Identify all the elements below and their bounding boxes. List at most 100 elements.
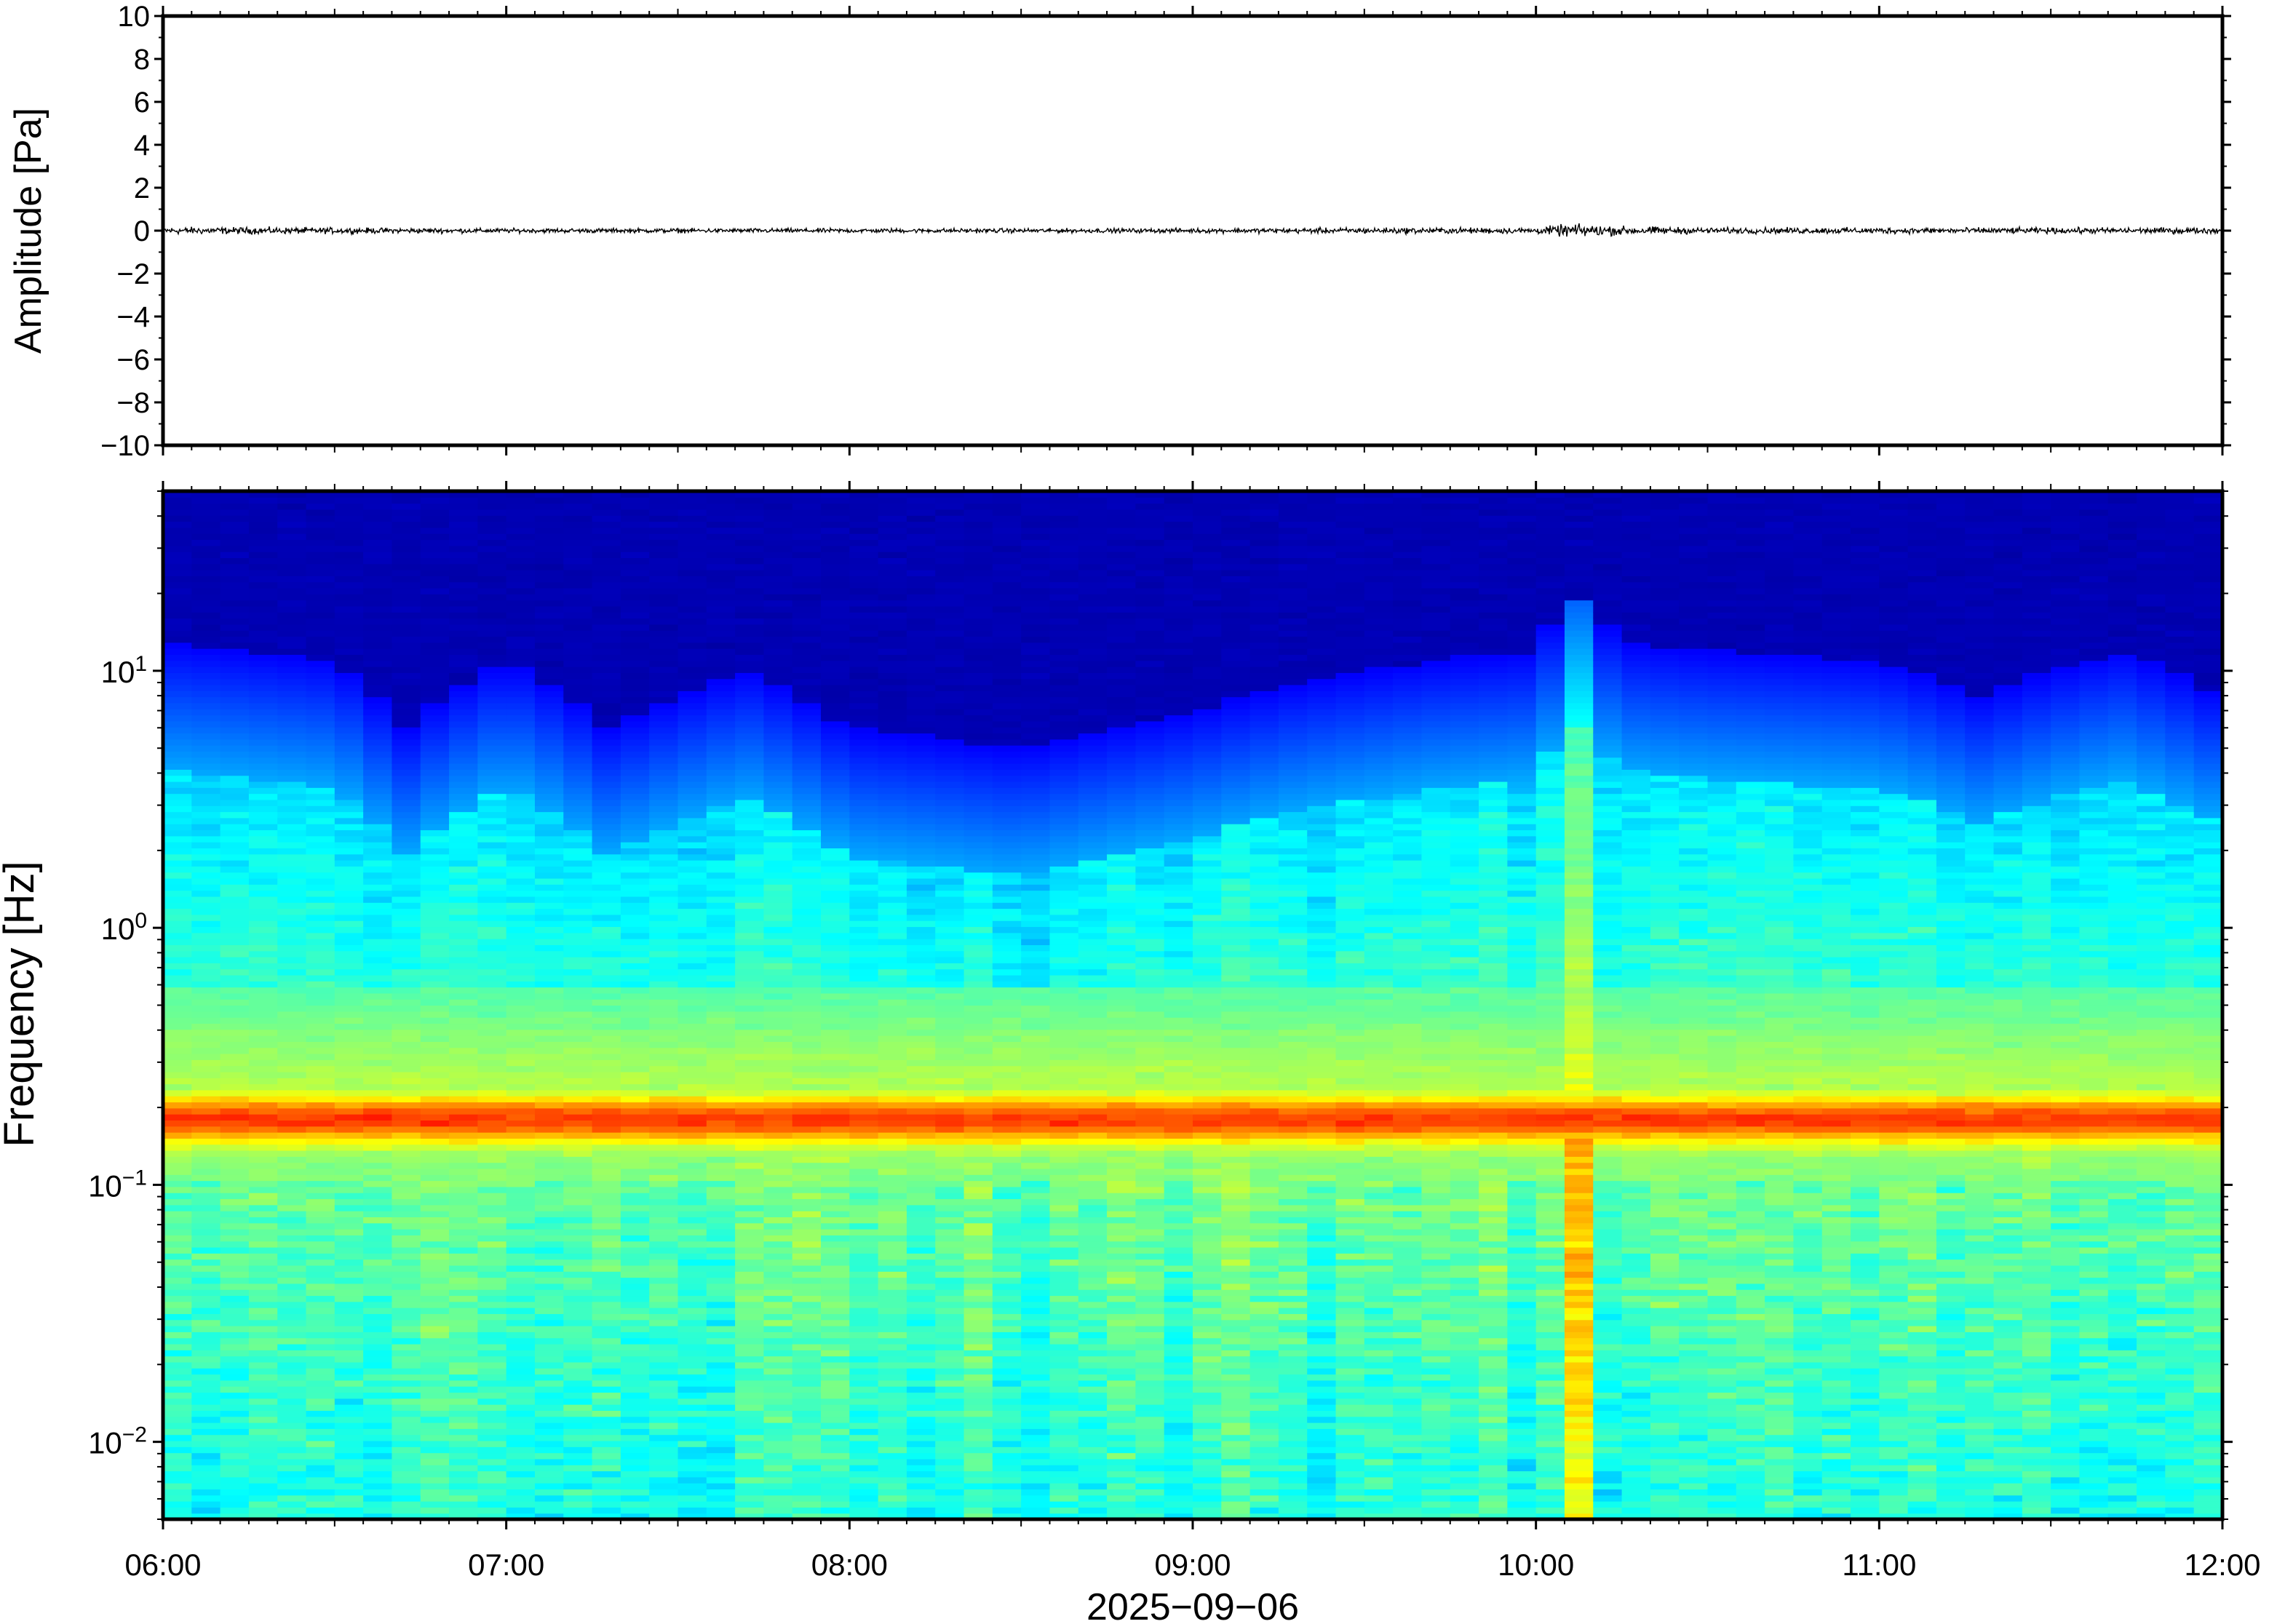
spectrogram-cell	[906, 981, 936, 988]
spectrogram-cell	[477, 1483, 507, 1490]
spectrogram-cell	[563, 720, 593, 728]
spectrogram-cell	[220, 727, 250, 734]
spectrogram-cell	[363, 1047, 393, 1054]
spectrogram-cell	[277, 763, 307, 770]
spectrogram-cell	[277, 1307, 307, 1314]
spectrogram-cell	[792, 491, 822, 498]
spectrogram-cell	[477, 1507, 507, 1514]
spectrogram-cell	[592, 1434, 621, 1441]
spectrogram-cell	[592, 1271, 621, 1278]
spectrogram-cell	[677, 733, 707, 740]
spectrogram-cell	[191, 1283, 221, 1290]
spectrogram-cell	[220, 1107, 250, 1115]
spectrogram-cell	[849, 563, 879, 570]
spectrogram-cell	[506, 908, 536, 915]
spectrogram-cell	[449, 642, 478, 649]
spectrogram-cell	[392, 1246, 421, 1254]
spectrogram-cell	[306, 1283, 335, 1290]
spectrogram-cell	[306, 636, 335, 643]
spectrogram-cell	[191, 787, 221, 795]
spectrogram-cell	[306, 1246, 335, 1254]
spectrogram-cell	[763, 527, 793, 534]
spectrogram-cell	[163, 557, 192, 565]
spectrogram-cell	[248, 1470, 278, 1478]
spectrogram-cell	[649, 987, 679, 994]
spectrogram-cell	[706, 745, 736, 752]
spectrogram-cell	[906, 1343, 936, 1350]
spectrogram-cell	[392, 939, 421, 945]
spectrogram-cell	[191, 1350, 221, 1357]
spectrogram-cell	[392, 1350, 421, 1357]
spectrogram-cell	[735, 594, 765, 601]
spectrogram-cell	[220, 799, 250, 806]
spectrogram-cell	[592, 914, 621, 921]
spectrogram-cell	[935, 605, 965, 613]
spectrogram-cell	[620, 666, 650, 673]
spectrogram-cell	[706, 1204, 736, 1211]
spectrogram-cell	[563, 1162, 593, 1169]
spectrogram-cell	[534, 1120, 564, 1127]
spectrogram-cell	[792, 1023, 822, 1030]
spectrogram-cell	[534, 896, 564, 903]
spectrogram-cell	[420, 1404, 450, 1411]
spectrogram-cell	[821, 515, 850, 522]
spectrogram-cell	[248, 1422, 278, 1429]
spectrogram-cell	[821, 1186, 850, 1193]
spectrogram-cell	[392, 503, 421, 510]
spectrogram-cell	[792, 1222, 822, 1230]
spectrogram-cell	[506, 552, 536, 559]
spectrogram-cell	[506, 1217, 536, 1224]
spectrogram-cell	[534, 745, 564, 752]
spectrogram-cell	[821, 751, 850, 758]
spectrogram-cell	[277, 1246, 307, 1254]
spectrogram-cell	[763, 642, 793, 649]
spectrogram-cell	[248, 866, 278, 873]
spectrogram-cell	[906, 660, 936, 667]
spectrogram-cell	[620, 914, 650, 921]
spectrogram-cell	[392, 552, 421, 559]
spectrogram-cell	[363, 1065, 393, 1072]
spectrogram-cell	[220, 1489, 250, 1496]
spectrogram-cell	[163, 950, 192, 958]
spectrogram-cell	[563, 1301, 593, 1308]
spectrogram-cell	[534, 1102, 564, 1109]
spectrogram-cell	[477, 1422, 507, 1429]
spectrogram-cell	[792, 811, 822, 819]
spectrogram-cell	[706, 757, 736, 764]
spectrogram-cell	[821, 1470, 850, 1478]
spectrogram-cell	[706, 720, 736, 728]
spectrogram-cell	[735, 1168, 765, 1175]
spectrogram-cell	[563, 1356, 593, 1363]
spectrogram-cell	[534, 1253, 564, 1260]
spectrogram-cell	[620, 624, 650, 631]
spectrogram-cell	[420, 926, 450, 934]
spectrogram-cell	[477, 1470, 507, 1478]
spectrogram-cell	[334, 1277, 364, 1284]
spectrogram-cell	[420, 527, 450, 534]
spectrogram-cell	[334, 775, 364, 782]
spectrogram-cell	[306, 1150, 335, 1157]
spectrogram-cell	[306, 939, 335, 945]
spectrogram-cell	[620, 950, 650, 958]
spectrogram-cell	[592, 1446, 621, 1454]
spectrogram-cell	[849, 805, 879, 813]
spectrogram-cell	[191, 981, 221, 988]
spectrogram-cell	[306, 709, 335, 716]
spectrogram-cell	[763, 1422, 793, 1429]
spectrogram-cell	[306, 497, 335, 504]
spectrogram-cell	[792, 1017, 822, 1024]
spectrogram-cell	[763, 920, 793, 928]
spectrogram-cell	[620, 974, 650, 982]
spectrogram-cell	[935, 1501, 965, 1508]
spectrogram-cell	[191, 1041, 221, 1048]
spectrogram-cell	[821, 877, 850, 885]
spectrogram-cell	[534, 1301, 564, 1308]
spectrogram-cell	[506, 1053, 536, 1060]
spectrogram-cell	[677, 594, 707, 601]
spectrogram-cell	[392, 515, 421, 522]
spectrogram-cell	[935, 1120, 965, 1127]
spectrogram-cell	[248, 1235, 278, 1242]
spectrogram-cell	[449, 1017, 478, 1024]
spectrogram-cell	[306, 1083, 335, 1091]
spectrogram-cell	[248, 1005, 278, 1012]
